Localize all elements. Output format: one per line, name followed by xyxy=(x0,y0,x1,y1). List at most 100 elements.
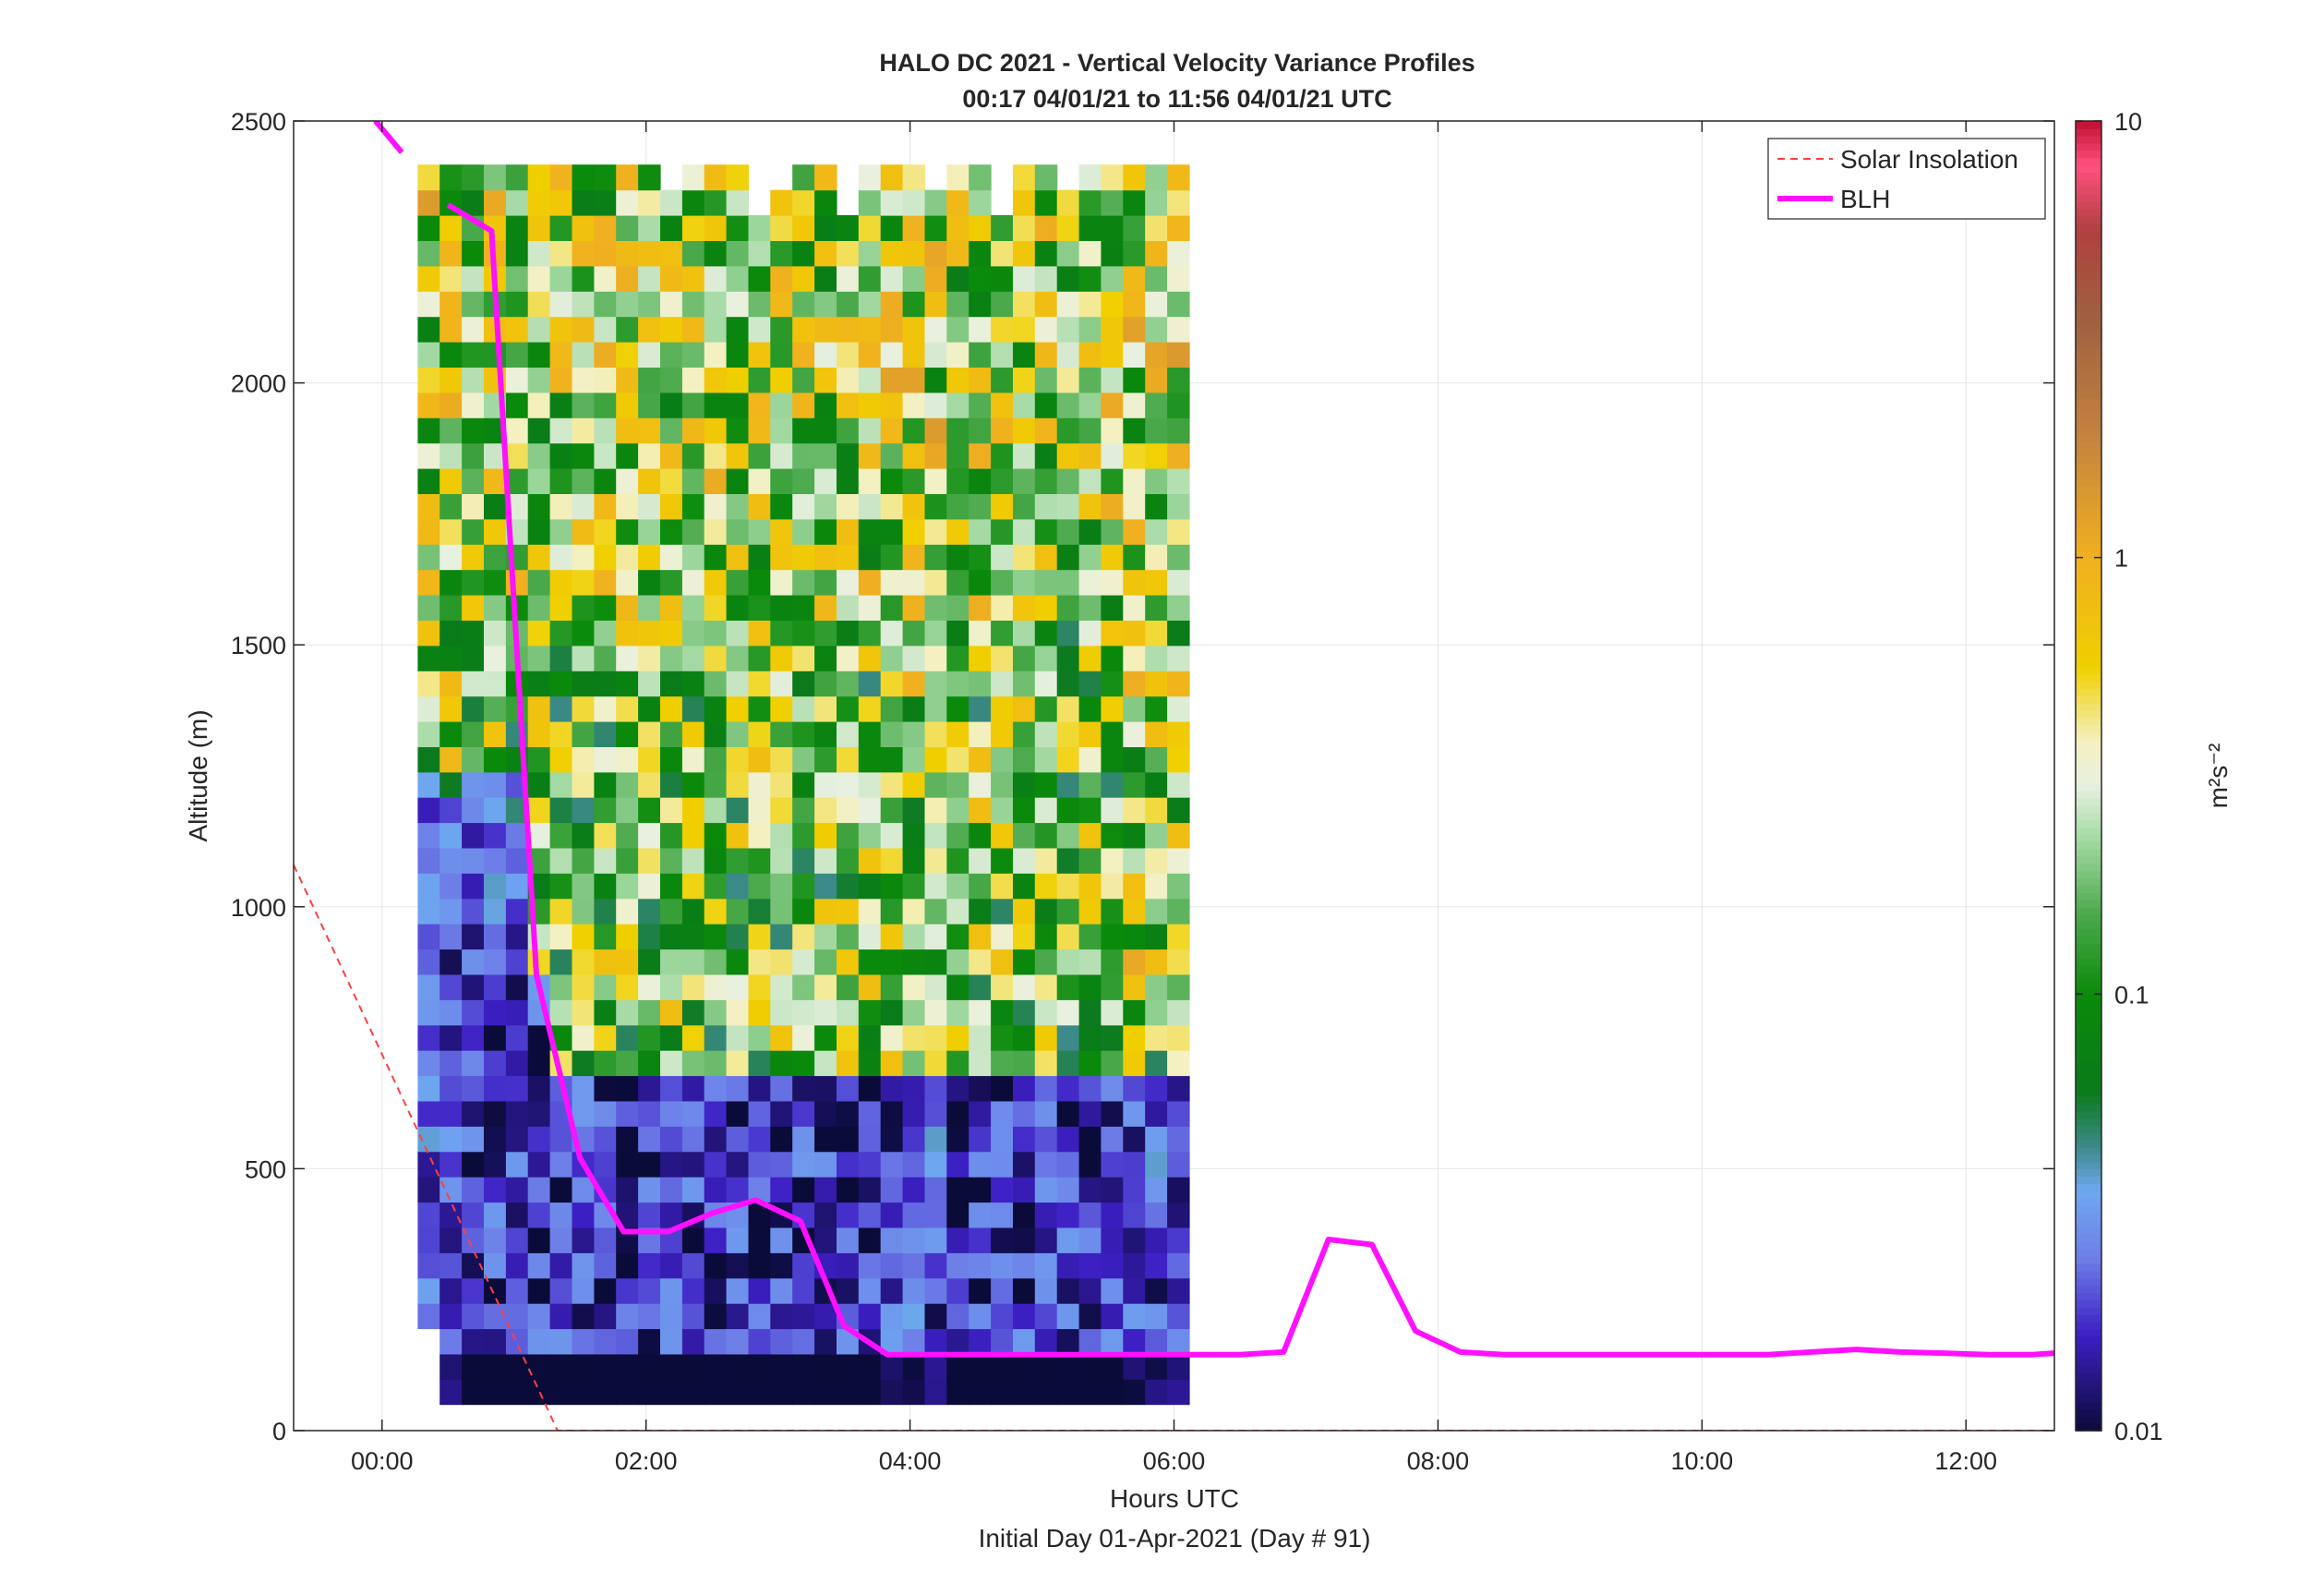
heatmap-cell xyxy=(880,342,904,368)
heatmap-cell xyxy=(440,1328,463,1355)
heatmap-cell xyxy=(681,771,705,798)
x-axis-ticks: 00:00 02:00 04:00 06:00 08:00 10:00 12:00 xyxy=(351,121,1997,1475)
heatmap-cell xyxy=(969,215,992,241)
heatmap-cell xyxy=(1167,620,1190,646)
heatmap-cell xyxy=(924,721,947,747)
heatmap-cell xyxy=(991,671,1014,697)
heatmap-cell xyxy=(726,898,750,924)
heatmap-cell xyxy=(969,265,992,292)
heatmap-cell xyxy=(1101,1379,1124,1406)
heatmap-cell xyxy=(527,164,551,191)
heatmap-cell xyxy=(770,1075,793,1102)
heatmap-cell xyxy=(969,1252,992,1279)
heatmap-cell xyxy=(1145,999,1168,1026)
heatmap-cell xyxy=(417,973,440,1000)
heatmap-cell xyxy=(748,1328,771,1355)
colorbar-band xyxy=(2076,892,2101,900)
heatmap-cell xyxy=(1145,468,1168,494)
colorbar-band xyxy=(2076,390,2101,399)
heatmap-cell xyxy=(1078,367,1102,393)
heatmap-cell xyxy=(1101,847,1124,874)
heatmap-cell xyxy=(660,1151,683,1178)
heatmap-cell xyxy=(527,367,551,393)
heatmap-cell xyxy=(1034,291,1058,318)
heatmap-cell xyxy=(991,342,1014,368)
heatmap-cell xyxy=(660,1202,683,1228)
heatmap-cell xyxy=(726,1100,750,1127)
heatmap-cell xyxy=(572,898,595,924)
heatmap-cell xyxy=(572,215,595,241)
heatmap-cell xyxy=(858,1050,882,1077)
heatmap-cell xyxy=(440,1277,463,1304)
heatmap-cell xyxy=(594,973,617,1000)
heatmap-cell xyxy=(549,973,573,1000)
heatmap-cell xyxy=(924,342,947,368)
heatmap-cell xyxy=(1123,1075,1146,1102)
heatmap-cell xyxy=(549,873,573,900)
heatmap-cell xyxy=(902,291,926,318)
heatmap-cell xyxy=(572,847,595,874)
heatmap-cell xyxy=(924,240,947,267)
heatmap-cell xyxy=(748,822,771,849)
heatmap-cell xyxy=(792,544,815,571)
heatmap-cell xyxy=(527,797,551,824)
heatmap-cell xyxy=(681,1227,705,1253)
colorbar-band xyxy=(2076,1350,2101,1359)
heatmap-cell xyxy=(880,1202,904,1228)
heatmap-cell xyxy=(924,392,947,418)
heatmap-cell xyxy=(792,721,815,747)
heatmap-cell xyxy=(924,1151,947,1178)
heatmap-cell xyxy=(549,518,573,545)
heatmap-cell xyxy=(704,771,728,798)
heatmap-cell xyxy=(946,949,969,975)
heatmap-cell xyxy=(549,291,573,318)
heatmap-cell xyxy=(858,1151,882,1178)
heatmap-cell xyxy=(792,924,815,950)
heatmap-cell xyxy=(681,924,705,950)
heatmap-cell xyxy=(505,1328,529,1355)
heatmap-cell xyxy=(616,392,639,418)
heatmap-cell xyxy=(726,518,750,545)
heatmap-cell xyxy=(969,468,992,494)
heatmap-cell xyxy=(1167,822,1190,849)
heatmap-cell xyxy=(748,746,771,773)
heatmap-cell xyxy=(527,620,551,646)
colorbar-band xyxy=(2076,230,2101,238)
heatmap-cell xyxy=(527,1126,551,1153)
heatmap-cell xyxy=(484,1379,507,1406)
heatmap-cell xyxy=(638,1151,661,1178)
colorbar-band xyxy=(2076,579,2101,587)
colorbar-band xyxy=(2076,1277,2101,1287)
heatmap-cell xyxy=(1034,1328,1058,1355)
heatmap-cell xyxy=(902,1050,926,1077)
heatmap-cell xyxy=(1056,797,1080,824)
heatmap-cell xyxy=(527,949,551,975)
heatmap-cell xyxy=(638,1126,661,1153)
heatmap-cell xyxy=(594,189,617,216)
heatmap-cell xyxy=(549,999,573,1026)
heatmap-cell xyxy=(484,468,507,494)
heatmap-cell xyxy=(704,518,728,545)
heatmap-cell xyxy=(1034,873,1058,900)
colorbar-band xyxy=(2076,1343,2101,1352)
heatmap-cell xyxy=(991,1379,1014,1406)
heatmap-cell xyxy=(549,671,573,697)
heatmap-cell xyxy=(505,1277,529,1304)
heatmap-cell xyxy=(1078,1202,1102,1228)
heatmap-cell xyxy=(837,1353,860,1380)
heatmap-cell xyxy=(616,1379,639,1406)
heatmap-cell xyxy=(527,468,551,494)
heatmap-cell xyxy=(792,367,815,393)
heatmap-cell xyxy=(1101,746,1124,773)
heatmap-cell xyxy=(572,595,595,621)
heatmap-cell xyxy=(726,392,750,418)
heatmap-cell xyxy=(704,392,728,418)
heatmap-cell xyxy=(946,1379,969,1406)
colorbar-band xyxy=(2076,1110,2101,1119)
heatmap-cell xyxy=(748,847,771,874)
heatmap-cell xyxy=(924,1100,947,1127)
heatmap-cell xyxy=(594,671,617,697)
heatmap-cell xyxy=(681,721,705,747)
heatmap-cell xyxy=(770,569,793,596)
heatmap-cell xyxy=(440,291,463,318)
